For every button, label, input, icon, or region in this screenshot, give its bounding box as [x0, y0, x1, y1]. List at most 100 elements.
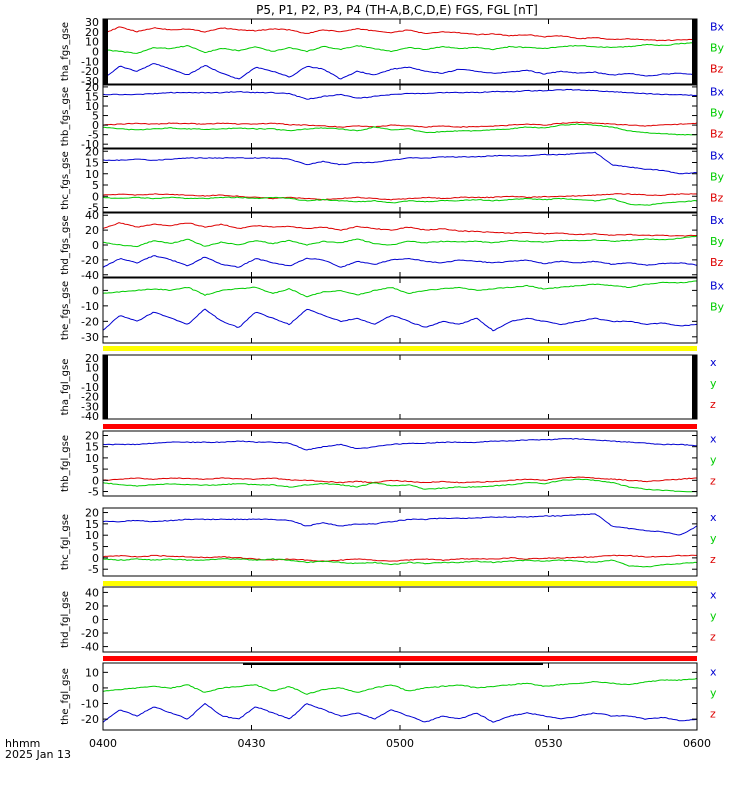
y-tick-label: 0: [92, 614, 99, 627]
legend-z: z: [710, 398, 716, 411]
y-tick-label: 5: [92, 110, 99, 123]
y-tick-label: 20: [85, 224, 99, 237]
panel-5: 0 -10 -20 -30 the_fgs_gse Bx By: [60, 277, 725, 351]
top-marker-band: [243, 663, 543, 665]
y-tick-label: -5: [88, 202, 99, 215]
panel-ylabel: tha_fgl_gse: [60, 359, 71, 416]
x-tick-labels: 0400 0430 0500 0530 0600: [89, 737, 711, 750]
panel-10: 10 0 -10 -20 the_fgl_gse xyz: [60, 662, 717, 731]
series-line-x: [103, 702, 697, 723]
panel-traces: [103, 437, 697, 493]
series-line-bx: [103, 255, 697, 268]
legend-y: y: [710, 687, 717, 700]
series-line-x: [103, 437, 697, 451]
y-tick-label: 20: [85, 352, 99, 365]
legend-bx: Bx: [710, 214, 725, 227]
panel-frame: [102, 354, 698, 420]
y-tick-label: -30: [81, 331, 99, 344]
y-tick-label: -20: [81, 315, 99, 328]
series-line-by: [103, 235, 697, 248]
flag-bar: [103, 424, 697, 429]
series-line-bz: [103, 121, 697, 128]
y-tick-label: 0: [92, 119, 99, 132]
y-tick-label: 10: [85, 168, 99, 181]
y-tick-label: -40: [81, 269, 99, 282]
y-tick-label: -10: [81, 300, 99, 313]
y-tick-label: 30: [85, 16, 99, 29]
y-tick-label: 10: [85, 362, 99, 375]
legend-bz: Bz: [710, 128, 724, 141]
y-tick-label: 10: [85, 36, 99, 49]
y-tick-label: 10: [85, 529, 99, 542]
panel-ylabel: tha_fgs_gse: [60, 22, 71, 81]
y-tick-label: -40: [81, 410, 99, 423]
y-tick-label: 0: [92, 190, 99, 203]
series-line-by: [103, 123, 697, 136]
y-tick-label: -5: [88, 563, 99, 576]
y-tick-label: 0: [92, 46, 99, 59]
panel-ylabel: thd_fgs_gse: [60, 215, 71, 274]
legend-z: z: [710, 708, 716, 721]
y-tick-label: -20: [81, 627, 99, 640]
panel-frame: [102, 277, 698, 344]
panel-frame: [102, 507, 698, 577]
x-tick-label: 0430: [238, 737, 266, 750]
y-tick-label: 40: [85, 586, 99, 599]
y-tick-label: 5: [92, 179, 99, 192]
panel-frame: [102, 148, 698, 213]
panel-ylabel: the_fgl_gse: [60, 668, 71, 725]
legend-bz: Bz: [710, 192, 724, 205]
y-tick-label: -10: [81, 698, 99, 711]
plot-title: P5, P1, P2, P3, P4 (TH-A,B,C,D,E) FGS, F…: [256, 3, 538, 17]
legend-by: By: [710, 171, 725, 184]
y-tick-label: -20: [81, 254, 99, 267]
panel-frame: [102, 662, 698, 731]
legend-x: x: [710, 589, 717, 602]
series-line-bz: [103, 26, 697, 42]
y-tick-label: 0: [92, 371, 99, 384]
panel-traces: [103, 222, 697, 268]
series-line-bx: [103, 63, 697, 80]
panel-traces: [103, 151, 697, 206]
y-tick-label: 10: [85, 100, 99, 113]
legend-z: z: [710, 475, 716, 488]
y-tick-label: 10: [85, 666, 99, 679]
legend-y: y: [710, 532, 717, 545]
legend-x: x: [710, 511, 717, 524]
series-line-bx: [103, 88, 697, 100]
legend-y: y: [710, 377, 717, 390]
legend-bx: Bx: [710, 280, 725, 293]
series-line-by: [103, 196, 697, 206]
y-tick-label: 20: [85, 26, 99, 39]
y-tick-label: 20: [85, 600, 99, 613]
y-tick-label: 20: [85, 145, 99, 158]
y-tick-label: 40: [85, 209, 99, 222]
legend-by: By: [710, 301, 725, 314]
series-line-by: [103, 42, 697, 54]
panel-ylabel: thb_fgl_gse: [60, 435, 71, 492]
series-line-bz: [103, 222, 697, 237]
y-tick-label: -20: [81, 713, 99, 726]
x-tick-label: 0530: [535, 737, 563, 750]
series-line-x: [103, 513, 697, 536]
y-tick-label: 5: [92, 541, 99, 554]
y-tick-label: 0: [92, 474, 99, 487]
series-line-z: [103, 476, 697, 484]
y-tick-label: 20: [85, 81, 99, 94]
y-tick-label: -40: [81, 641, 99, 654]
panel-frame: [102, 212, 698, 278]
legend-by: By: [710, 107, 725, 120]
x-axis-label: hhmm: [5, 737, 40, 750]
legend-bz: Bz: [710, 63, 724, 76]
legend-bx: Bx: [710, 150, 725, 163]
series-line-by: [103, 280, 697, 298]
y-tick-label: 15: [85, 90, 99, 103]
y-tick-label: 0: [92, 239, 99, 252]
legend-x: x: [710, 356, 717, 369]
